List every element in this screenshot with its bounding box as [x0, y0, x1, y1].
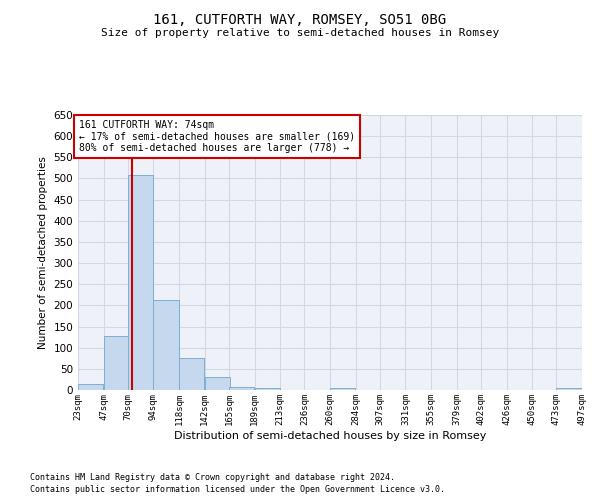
Bar	[104, 336, 129, 390]
Y-axis label: Number of semi-detached properties: Number of semi-detached properties	[38, 156, 48, 349]
Text: 161 CUTFORTH WAY: 74sqm
← 17% of semi-detached houses are smaller (169)
80% of s: 161 CUTFORTH WAY: 74sqm ← 17% of semi-de…	[79, 120, 355, 154]
Text: Contains public sector information licensed under the Open Government Licence v3: Contains public sector information licen…	[30, 485, 445, 494]
Text: 161, CUTFORTH WAY, ROMSEY, SO51 0BG: 161, CUTFORTH WAY, ROMSEY, SO51 0BG	[154, 12, 446, 26]
Bar	[254, 388, 280, 390]
Bar	[556, 388, 582, 390]
Bar	[205, 378, 230, 390]
Bar	[179, 358, 204, 390]
Bar	[128, 175, 153, 390]
Bar	[154, 300, 179, 390]
X-axis label: Distribution of semi-detached houses by size in Romsey: Distribution of semi-detached houses by …	[174, 430, 486, 440]
Text: Size of property relative to semi-detached houses in Romsey: Size of property relative to semi-detach…	[101, 28, 499, 38]
Bar	[330, 388, 355, 390]
Bar	[78, 384, 103, 390]
Bar	[229, 387, 254, 390]
Text: Contains HM Land Registry data © Crown copyright and database right 2024.: Contains HM Land Registry data © Crown c…	[30, 472, 395, 482]
